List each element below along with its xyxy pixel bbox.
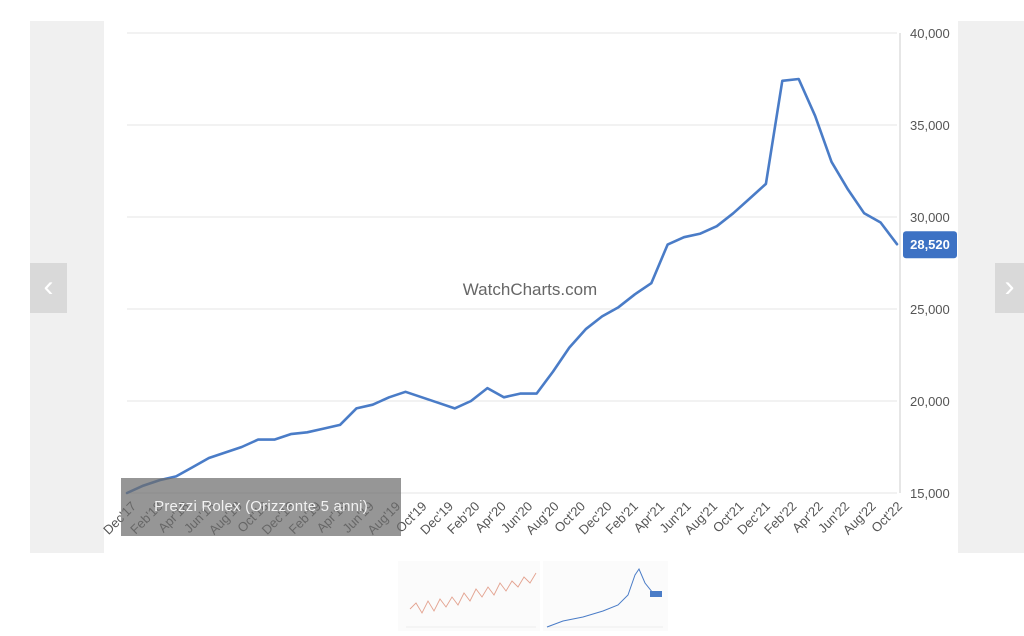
thumbnail-luxury-watch-chart[interactable] (398, 561, 540, 631)
thumbnail-rolex-chart[interactable] (543, 561, 668, 631)
y-tick-label: 15,000 (910, 486, 950, 501)
y-tick-label: 20,000 (910, 394, 950, 409)
thumbnail-strip (398, 561, 668, 631)
price-line-chart: 15,00020,00025,00030,00035,00040,000Dec'… (100, 26, 957, 537)
chevron-left-icon: ‹ (43, 270, 54, 303)
caption-text: Prezzi Rolex (Orizzonte 5 anni) (154, 498, 368, 515)
current-value-label: 28,520 (910, 237, 950, 252)
y-tick-label: 35,000 (910, 118, 950, 133)
previous-slide-button[interactable]: ‹ (30, 263, 67, 313)
chevron-right-icon: › (1004, 270, 1015, 303)
next-slide-button[interactable]: › (995, 263, 1024, 313)
watermark-text: WatchCharts.com (463, 280, 597, 299)
y-tick-label: 25,000 (910, 302, 950, 317)
current-value-badge (903, 231, 957, 259)
y-tick-label: 30,000 (910, 210, 950, 225)
x-tick-label: Oct'22 (868, 499, 905, 536)
y-tick-label: 40,000 (910, 26, 950, 41)
price-series-line (125, 77, 899, 495)
slide-caption: Prezzi Rolex (Orizzonte 5 anni) (121, 478, 401, 536)
